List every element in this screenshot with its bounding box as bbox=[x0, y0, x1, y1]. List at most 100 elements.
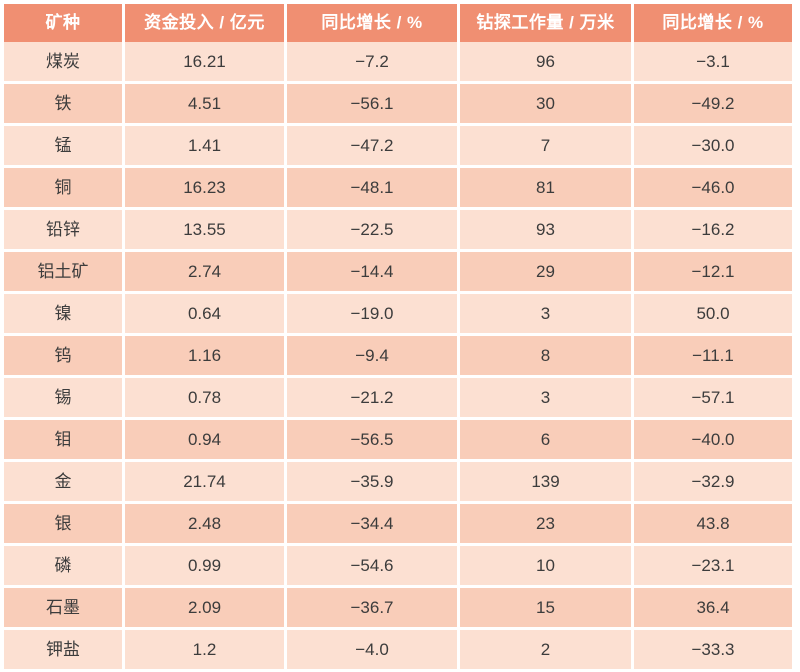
investment-yoy-value: −56.1 bbox=[287, 84, 460, 126]
table-row: 钼 0.94 −56.5 6 −40.0 bbox=[4, 420, 792, 462]
drilling-yoy-value: −16.2 bbox=[634, 210, 792, 252]
drilling-yoy-value: −46.0 bbox=[634, 168, 792, 210]
table-row: 磷 0.99 −54.6 10 −23.1 bbox=[4, 546, 792, 588]
mineral-name: 钨 bbox=[4, 336, 125, 378]
investment-value: 1.2 bbox=[125, 630, 287, 672]
drilling-value: 93 bbox=[460, 210, 634, 252]
table-header-row: 矿种 资金投入 / 亿元 同比增长 / % 钻探工作量 / 万米 同比增长 / … bbox=[4, 4, 792, 42]
investment-value: 4.51 bbox=[125, 84, 287, 126]
drilling-yoy-value: −49.2 bbox=[634, 84, 792, 126]
investment-value: 0.94 bbox=[125, 420, 287, 462]
table-row: 银 2.48 −34.4 23 43.8 bbox=[4, 504, 792, 546]
table-row: 铁 4.51 −56.1 30 −49.2 bbox=[4, 84, 792, 126]
mineral-name: 钾盐 bbox=[4, 630, 125, 672]
investment-yoy-value: −7.2 bbox=[287, 42, 460, 84]
mineral-name: 镍 bbox=[4, 294, 125, 336]
drilling-yoy-value: −3.1 bbox=[634, 42, 792, 84]
mineral-name: 钼 bbox=[4, 420, 125, 462]
drilling-value: 2 bbox=[460, 630, 634, 672]
table-body: 煤炭 16.21 −7.2 96 −3.1 铁 4.51 −56.1 30 −49.2 锰 1.41−… bbox=[4, 42, 792, 672]
drilling-yoy-value: −57.1 bbox=[634, 378, 792, 420]
table-row: 镍 0.64 −19.0 3 50.0 bbox=[4, 294, 792, 336]
column-header-drilling: 钻探工作量 / 万米 bbox=[460, 4, 634, 42]
drilling-yoy-value: −33.3 bbox=[634, 630, 792, 672]
investment-yoy-value: −9.4 bbox=[287, 336, 460, 378]
mineral-name: 铁 bbox=[4, 84, 125, 126]
drilling-value: 23 bbox=[460, 504, 634, 546]
table-row: 锰 1.41 −47.2 7 −30.0 bbox=[4, 126, 792, 168]
drilling-value: 96 bbox=[460, 42, 634, 84]
drilling-value: 139 bbox=[460, 462, 634, 504]
table-row: 锡 0.78 −21.2 3 −57.1 bbox=[4, 378, 792, 420]
investment-yoy-value: −36.7 bbox=[287, 588, 460, 630]
drilling-value: 29 bbox=[460, 252, 634, 294]
table-row: 铅锌 13.55 −22.5 93 −16.2 bbox=[4, 210, 792, 252]
investment-yoy-value: −48.1 bbox=[287, 168, 460, 210]
investment-value: 2.74 bbox=[125, 252, 287, 294]
column-header-drilling-yoy: 同比增长 / % bbox=[634, 4, 792, 42]
mineral-name: 银 bbox=[4, 504, 125, 546]
drilling-yoy-value: 50.0 bbox=[634, 294, 792, 336]
drilling-value: 30 bbox=[460, 84, 634, 126]
drilling-value: 8 bbox=[460, 336, 634, 378]
mineral-name: 铝土矿 bbox=[4, 252, 125, 294]
column-header-investment-yoy: 同比增长 / % bbox=[287, 4, 460, 42]
drilling-value: 10 bbox=[460, 546, 634, 588]
table-row: 金 21.74 −35.9 139 −32.9 bbox=[4, 462, 792, 504]
drilling-value: 81 bbox=[460, 168, 634, 210]
drilling-value: 7 bbox=[460, 126, 634, 168]
investment-yoy-value: −34.4 bbox=[287, 504, 460, 546]
drilling-yoy-value: −32.9 bbox=[634, 462, 792, 504]
investment-value: 1.16 bbox=[125, 336, 287, 378]
investment-yoy-value: −22.5 bbox=[287, 210, 460, 252]
drilling-value: 3 bbox=[460, 378, 634, 420]
investment-value: 1.41 bbox=[125, 126, 287, 168]
mineral-name: 石墨 bbox=[4, 588, 125, 630]
investment-value: 16.21 bbox=[125, 42, 287, 84]
drilling-yoy-value: −30.0 bbox=[634, 126, 792, 168]
table-row: 煤炭 16.21 −7.2 96 −3.1 bbox=[4, 42, 792, 84]
investment-value: 0.64 bbox=[125, 294, 287, 336]
mineral-investment-table-container: 矿种 资金投入 / 亿元 同比增长 / % 钻探工作量 / 万米 同比增长 / … bbox=[4, 4, 792, 672]
drilling-yoy-value: 36.4 bbox=[634, 588, 792, 630]
table-row: 石墨 2.09 −36.7 15 36.4 bbox=[4, 588, 792, 630]
investment-yoy-value: −47.2 bbox=[287, 126, 460, 168]
investment-value: 16.23 bbox=[125, 168, 287, 210]
mineral-name: 金 bbox=[4, 462, 125, 504]
table-row: 铜 16.23 −48.1 81 −46.0 bbox=[4, 168, 792, 210]
investment-yoy-value: −54.6 bbox=[287, 546, 460, 588]
drilling-value: 6 bbox=[460, 420, 634, 462]
investment-yoy-value: −35.9 bbox=[287, 462, 460, 504]
table-header: 矿种 资金投入 / 亿元 同比增长 / % 钻探工作量 / 万米 同比增长 / … bbox=[4, 4, 792, 42]
drilling-yoy-value: −11.1 bbox=[634, 336, 792, 378]
mineral-name: 锰 bbox=[4, 126, 125, 168]
investment-value: 0.78 bbox=[125, 378, 287, 420]
table-row: 钾盐 1.2 −4.0 2 −33.3 bbox=[4, 630, 792, 672]
investment-yoy-value: −56.5 bbox=[287, 420, 460, 462]
drilling-yoy-value: −23.1 bbox=[634, 546, 792, 588]
table-row: 钨 1.16 −9.4 8 −11.1 bbox=[4, 336, 792, 378]
column-header-investment: 资金投入 / 亿元 bbox=[125, 4, 287, 42]
mineral-investment-table: 矿种 资金投入 / 亿元 同比增长 / % 钻探工作量 / 万米 同比增长 / … bbox=[4, 4, 792, 672]
investment-yoy-value: −19.0 bbox=[287, 294, 460, 336]
mineral-name: 磷 bbox=[4, 546, 125, 588]
investment-value: 13.55 bbox=[125, 210, 287, 252]
mineral-name: 铅锌 bbox=[4, 210, 125, 252]
table-row: 铝土矿 2.74 −14.4 29 −12.1 bbox=[4, 252, 792, 294]
investment-yoy-value: −4.0 bbox=[287, 630, 460, 672]
drilling-yoy-value: −40.0 bbox=[634, 420, 792, 462]
investment-value: 0.99 bbox=[125, 546, 287, 588]
investment-value: 2.48 bbox=[125, 504, 287, 546]
drilling-yoy-value: 43.8 bbox=[634, 504, 792, 546]
investment-yoy-value: −14.4 bbox=[287, 252, 460, 294]
column-header-mineral: 矿种 bbox=[4, 4, 125, 42]
investment-yoy-value: −21.2 bbox=[287, 378, 460, 420]
mineral-name: 煤炭 bbox=[4, 42, 125, 84]
investment-value: 2.09 bbox=[125, 588, 287, 630]
drilling-value: 3 bbox=[460, 294, 634, 336]
drilling-yoy-value: −12.1 bbox=[634, 252, 792, 294]
mineral-name: 铜 bbox=[4, 168, 125, 210]
mineral-name: 锡 bbox=[4, 378, 125, 420]
investment-value: 21.74 bbox=[125, 462, 287, 504]
drilling-value: 15 bbox=[460, 588, 634, 630]
